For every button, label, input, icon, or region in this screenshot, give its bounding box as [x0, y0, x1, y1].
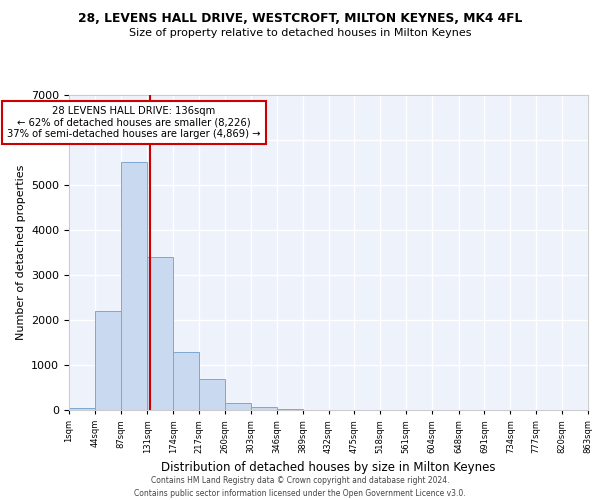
Text: 28 LEVENS HALL DRIVE: 136sqm
← 62% of detached houses are smaller (8,226)
37% of: 28 LEVENS HALL DRIVE: 136sqm ← 62% of de… — [7, 106, 261, 140]
Bar — [225, 403, 251, 410]
Text: Contains HM Land Registry data © Crown copyright and database right 2024.
Contai: Contains HM Land Registry data © Crown c… — [134, 476, 466, 498]
Bar — [121, 162, 147, 410]
X-axis label: Distribution of detached houses by size in Milton Keynes: Distribution of detached houses by size … — [161, 462, 496, 474]
Bar — [173, 352, 199, 410]
Bar — [277, 408, 302, 410]
Y-axis label: Number of detached properties: Number of detached properties — [16, 165, 26, 340]
Bar — [251, 406, 277, 410]
Text: 28, LEVENS HALL DRIVE, WESTCROFT, MILTON KEYNES, MK4 4FL: 28, LEVENS HALL DRIVE, WESTCROFT, MILTON… — [78, 12, 522, 26]
Text: Size of property relative to detached houses in Milton Keynes: Size of property relative to detached ho… — [129, 28, 471, 38]
Bar — [147, 257, 173, 410]
Bar — [95, 311, 121, 410]
Bar — [69, 408, 95, 410]
Bar — [199, 378, 225, 410]
